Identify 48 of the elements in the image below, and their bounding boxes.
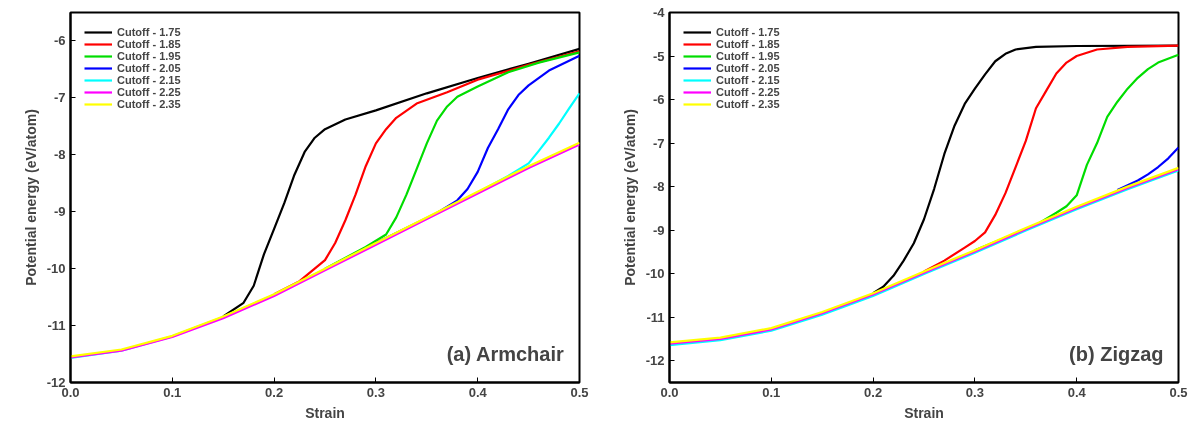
legend-label: Cutoff - 2.25 — [716, 86, 780, 98]
y-tick-label: -5 — [652, 48, 665, 64]
legend-label: Cutoff - 1.95 — [716, 50, 780, 62]
x-tick-label: 0.1 — [163, 384, 182, 400]
legend-label: Cutoff - 1.95 — [117, 50, 181, 62]
legend-label: Cutoff - 2.25 — [117, 86, 181, 98]
x-tick-label: 0.5 — [1169, 384, 1188, 400]
y-axis-title: Potential energy (eV/atom) — [621, 109, 638, 286]
x-axis-title: Strain — [305, 404, 345, 421]
x-tick-label: 0.2 — [265, 384, 284, 400]
legend-label: Cutoff - 1.75 — [117, 26, 181, 38]
y-tick-label: -12 — [645, 353, 665, 369]
x-tick-label: 0.3 — [965, 384, 984, 400]
legend-label: Cutoff - 2.05 — [117, 62, 181, 74]
x-tick-label: 0.1 — [762, 384, 781, 400]
x-tick-label: 0.3 — [366, 384, 385, 400]
legend-label: Cutoff - 2.05 — [716, 62, 780, 74]
line-series — [1116, 146, 1179, 192]
y-tick-label: -9 — [652, 222, 665, 238]
y-tick-label: -4 — [652, 5, 666, 20]
y-tick-label: -6 — [53, 33, 66, 49]
annotation: (a) Armchair — [446, 342, 564, 365]
y-tick-label: -11 — [646, 309, 665, 325]
legend-label: Cutoff - 1.75 — [716, 26, 780, 38]
y-tick-label: -7 — [652, 135, 665, 151]
x-tick-label: 0.4 — [1067, 384, 1087, 400]
x-tick-label: 0.2 — [864, 384, 883, 400]
legend-label: Cutoff - 2.35 — [117, 98, 181, 110]
legend-label: Cutoff - 1.85 — [716, 38, 780, 50]
legend-label: Cutoff - 1.85 — [117, 38, 181, 50]
y-tick-label: -9 — [53, 204, 66, 220]
legend-label: Cutoff - 2.35 — [716, 98, 780, 110]
y-tick-label: -11 — [47, 318, 66, 334]
annotation: (b) Zigzag — [1069, 342, 1164, 365]
y-tick-label: -10 — [46, 261, 66, 277]
line-series — [922, 44, 1179, 273]
x-axis-title: Strain — [904, 404, 944, 421]
y-tick-label: -10 — [645, 266, 665, 282]
y-tick-label: -6 — [652, 92, 665, 108]
legend-label: Cutoff - 2.15 — [716, 74, 780, 86]
x-tick-label: 0.5 — [570, 384, 589, 400]
x-tick-label: 0.4 — [468, 384, 488, 400]
x-tick-label: 0.0 — [660, 384, 679, 400]
y-tick-label: -7 — [53, 90, 66, 106]
legend-label: Cutoff - 2.15 — [117, 74, 181, 86]
y-tick-label: -8 — [53, 147, 66, 163]
y-axis-title: Potential energy (eV/atom) — [22, 109, 39, 286]
y-tick-label: -8 — [652, 179, 665, 195]
